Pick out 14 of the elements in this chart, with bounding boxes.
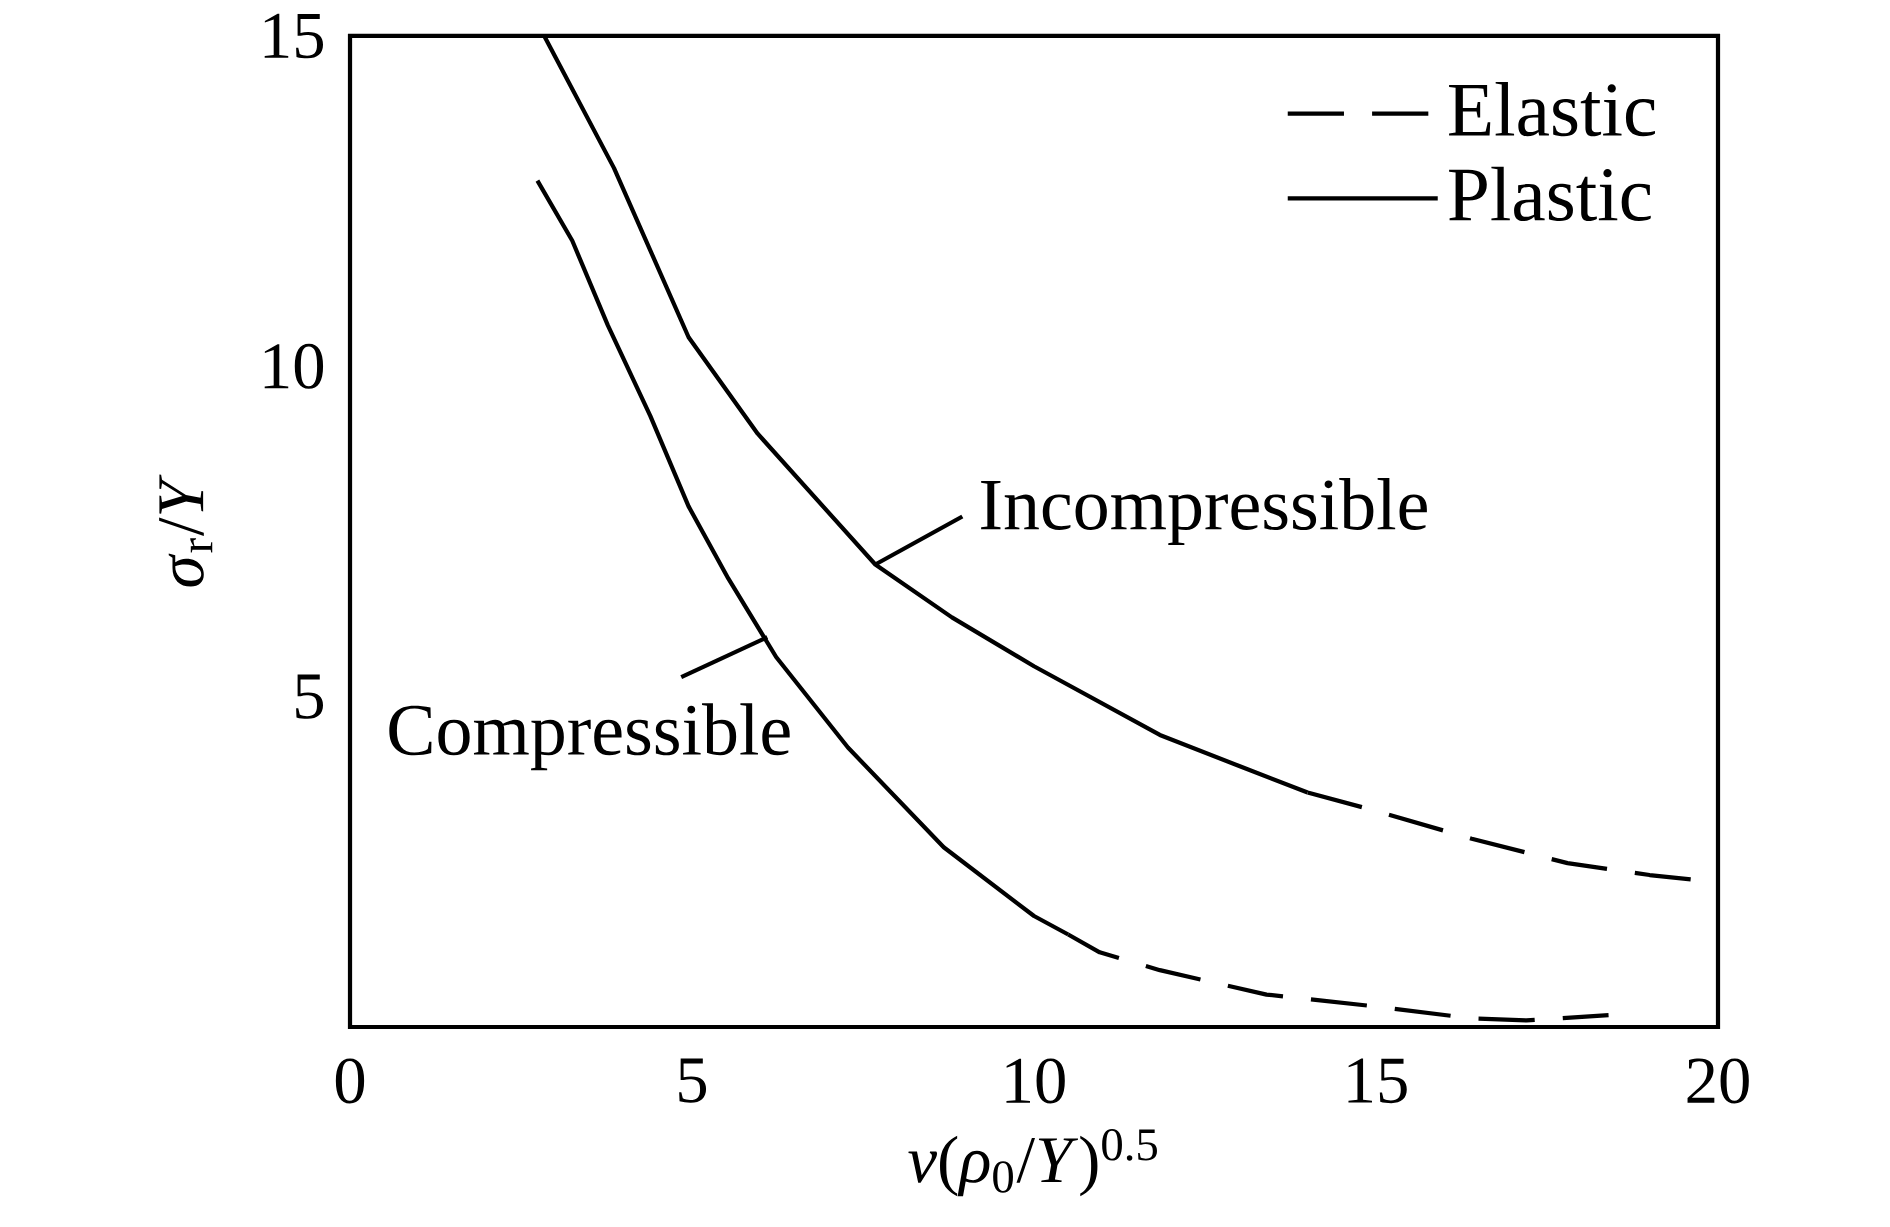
annotation: Compressible [389, 703, 790, 771]
y-tick-label: 5 [296, 674, 324, 719]
annotation: Incompressible [981, 478, 1427, 545]
y-tick-label: 10 [264, 343, 324, 389]
x-tick-label: 15 [1348, 1058, 1407, 1104]
x-tick-label: 0 [335, 1058, 365, 1104]
x-tick-label: 5 [679, 1058, 707, 1103]
x-tick-label: 10 [1006, 1058, 1065, 1104]
y-axis-title: σ$_{r}$/Y [159, 474, 213, 587]
legend-label: Plastic [1449, 166, 1651, 222]
legend-label: Elastic [1449, 81, 1655, 137]
x-axis-title: v(ρ$_{0}$/Y)$^{0.5}$ [908, 1128, 1157, 1197]
x-tick-label: 20 [1687, 1058, 1749, 1104]
y-tick-label: 15 [264, 13, 324, 59]
